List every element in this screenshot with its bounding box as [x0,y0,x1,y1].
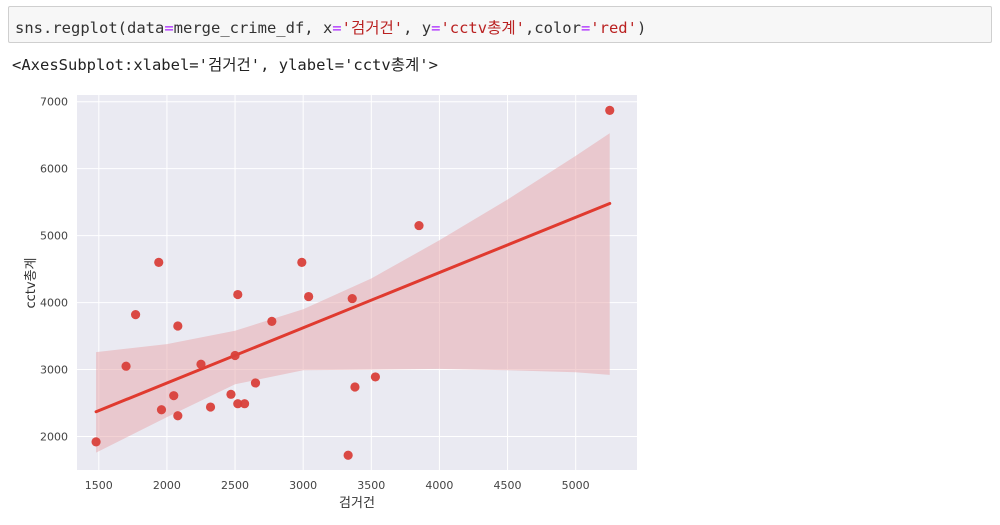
confidence-band [96,133,610,453]
y-tick-label: 7000 [40,96,68,109]
code-token: merge_crime_df, x [173,19,333,37]
cell-output-text: <AxesSubplot:xlabel='검거건', ylabel='cctv총… [12,56,438,74]
x-tick-labels: 1500 2000 2500 3000 3500 4000 4500 5000 [85,479,590,492]
data-point [370,372,380,382]
data-point [267,316,277,326]
code-token: = [580,19,591,37]
regression-line-group [94,201,612,414]
x-tick-label: 2000 [153,479,181,492]
y-tick-label: 4000 [40,297,68,310]
data-point [173,411,183,421]
x-tick-label: 4500 [494,479,522,492]
data-point [414,220,424,231]
data-point [205,402,216,412]
scatter-points [91,105,615,460]
data-point [169,391,179,401]
code-token: = [332,19,342,37]
data-point [230,350,240,361]
data-point [121,361,131,371]
code-token: ,color [524,19,581,37]
data-point [297,257,307,268]
y-tick-label: 3000 [40,364,68,377]
y-tick-label: 5000 [40,230,68,243]
x-tick-label: 1500 [85,479,113,492]
y-tick-label: 2000 [40,431,68,444]
code-token: = [431,19,441,37]
data-point [347,293,357,304]
code-token: , y [403,19,432,37]
data-point [156,405,167,415]
code-token: ) [636,19,647,37]
data-point [196,359,206,369]
data-point [173,321,183,331]
code-line: sns.regplot(data=merge_crime_df, x='검거건'… [15,19,646,37]
code-token: sns.regplot(data [15,19,165,37]
code-token: = [164,19,174,37]
data-point [304,291,314,302]
y-tick-label: 6000 [40,163,68,176]
data-point [605,105,615,116]
regression-line [94,201,612,414]
code-token: 'cctv총계' [440,19,525,37]
data-point [233,289,243,300]
data-point [226,389,236,399]
x-axis-label: 검거건 [339,496,375,511]
confidence-band-area [96,133,610,453]
data-point [350,382,360,392]
data-point [130,310,141,320]
y-tick-labels: 2000 3000 4000 5000 6000 7000 [40,96,68,444]
x-tick-label: 3500 [357,479,385,492]
y-axis-label: cctv총계 [24,257,39,308]
data-point [91,437,101,447]
data-point [250,378,261,388]
x-tick-label: 4000 [425,479,453,492]
data-point [343,450,353,460]
data-point [239,399,250,409]
data-point [233,399,243,409]
code-token: '검거건' [341,19,404,37]
x-tick-label: 5000 [562,479,590,492]
code-cell-input[interactable]: sns.regplot(data=merge_crime_df, x='검거건'… [8,6,992,43]
data-point [154,257,164,268]
x-tick-label: 3000 [289,479,317,492]
x-tick-label: 2500 [221,479,249,492]
code-token: 'red' [590,19,637,37]
